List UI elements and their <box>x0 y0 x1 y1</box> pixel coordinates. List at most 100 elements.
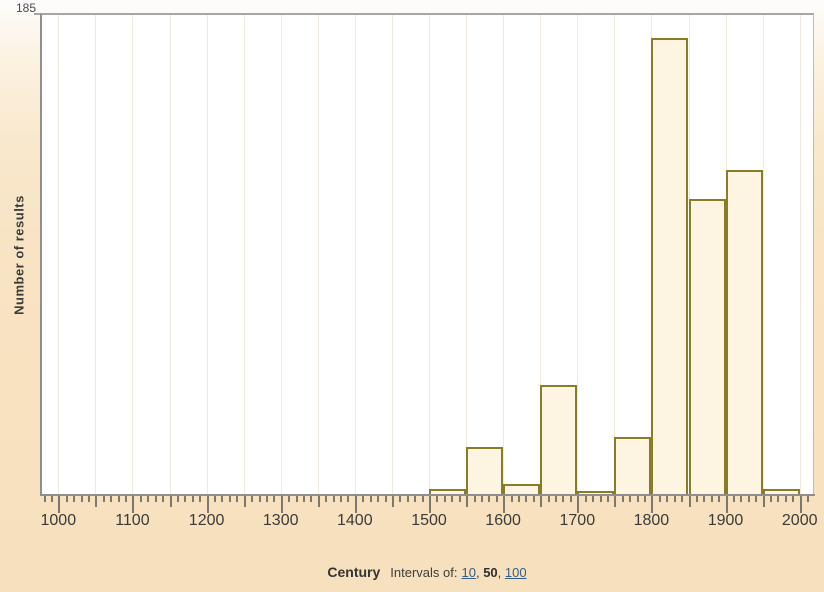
minor-tick <box>458 496 461 502</box>
minor-tick <box>176 496 179 502</box>
minor-tick <box>658 496 661 502</box>
minor-tick <box>621 496 624 502</box>
medium-tick <box>614 496 617 507</box>
minor-tick <box>666 496 669 502</box>
medium-tick <box>169 496 172 507</box>
minor-tick <box>747 496 750 502</box>
histogram-bar-1750[interactable] <box>614 437 652 494</box>
minor-tick <box>50 496 53 502</box>
histogram-bar-1500[interactable] <box>429 488 467 494</box>
x-axis-tick-label: 1700 <box>559 512 596 529</box>
minor-tick <box>288 496 291 502</box>
gridline <box>132 15 134 494</box>
minor-tick <box>65 496 68 502</box>
minor-tick <box>184 496 187 502</box>
minor-tick <box>102 496 105 502</box>
gridline <box>577 15 579 494</box>
minor-tick <box>525 496 528 502</box>
gridline <box>466 15 468 494</box>
minor-tick <box>310 496 313 502</box>
gridline <box>540 15 542 494</box>
minor-tick <box>384 496 387 502</box>
gridline <box>391 15 393 494</box>
interval-option-50: 50 <box>483 565 498 580</box>
minor-tick <box>369 496 372 502</box>
minor-tick <box>295 496 298 502</box>
gridline <box>614 15 616 494</box>
intervals-prefix-label: Intervals of: <box>390 565 458 580</box>
y-axis-max-tick <box>34 13 40 15</box>
histogram-bar-1550[interactable] <box>466 447 504 494</box>
minor-tick <box>273 496 276 502</box>
minor-tick <box>332 496 335 502</box>
x-axis-tick-label: 1200 <box>188 512 225 529</box>
minor-tick <box>154 496 157 502</box>
minor-tick <box>555 496 557 502</box>
minor-tick <box>569 496 572 502</box>
histogram-bar-1700[interactable] <box>577 491 615 494</box>
minor-tick <box>517 496 520 502</box>
minor-tick <box>214 496 216 502</box>
gridline <box>429 15 430 494</box>
gridline <box>280 15 282 494</box>
gridline <box>58 15 60 494</box>
minor-tick <box>347 496 350 502</box>
minor-tick <box>681 496 683 502</box>
minor-tick <box>740 496 743 502</box>
x-axis-tick-label: 1900 <box>707 512 744 529</box>
histogram-bar-1950[interactable] <box>762 488 800 494</box>
minor-tick <box>584 496 587 502</box>
x-axis-tick-label: 1500 <box>411 512 447 529</box>
x-axis-tick-label: 1600 <box>485 512 521 529</box>
minor-tick <box>480 496 483 502</box>
interval-option-100[interactable]: 100 <box>504 565 527 580</box>
minor-tick <box>399 496 402 502</box>
histogram-bar-1850[interactable] <box>688 198 726 494</box>
minor-tick <box>673 496 676 502</box>
gridline <box>206 15 208 494</box>
minor-tick <box>147 496 150 502</box>
minor-tick <box>110 496 113 502</box>
x-axis-title: Century <box>327 564 381 580</box>
minor-tick <box>629 496 632 502</box>
x-axis-tick-label: 1300 <box>262 512 299 529</box>
x-axis-tick-label: 1100 <box>115 512 150 529</box>
histogram-bar-1800[interactable] <box>651 38 689 494</box>
interval-option-10[interactable]: 10 <box>461 565 476 580</box>
minor-tick <box>162 496 165 502</box>
minor-tick <box>792 496 795 502</box>
gridline <box>354 15 356 494</box>
x-axis-line <box>40 494 815 496</box>
gridline <box>799 15 801 494</box>
x-axis-tick-label: 1400 <box>337 512 373 529</box>
gridline <box>503 15 505 494</box>
minor-tick <box>236 496 239 502</box>
major-tick <box>354 496 357 513</box>
minor-tick <box>73 496 76 502</box>
minor-tick <box>599 496 602 502</box>
minor-tick <box>510 496 513 502</box>
medium-tick <box>95 496 98 507</box>
minor-tick <box>199 496 202 502</box>
histogram-bar-1650[interactable] <box>540 385 578 494</box>
minor-tick <box>784 496 787 502</box>
chart-footer: Century Intervals of: 10, 50, 100 <box>327 564 526 580</box>
major-tick <box>429 496 431 513</box>
minor-tick <box>191 496 194 502</box>
minor-tick <box>488 496 491 502</box>
histogram-bar-1900[interactable] <box>725 170 763 494</box>
minor-tick <box>732 496 735 502</box>
minor-tick <box>547 496 550 502</box>
minor-tick <box>636 496 639 502</box>
major-tick <box>503 496 506 513</box>
medium-tick <box>762 496 765 507</box>
minor-tick <box>406 496 409 502</box>
medium-tick <box>391 496 394 507</box>
minor-tick <box>251 496 254 502</box>
interval-options: 10, 50, 100 <box>462 565 527 580</box>
histogram-bar-1600[interactable] <box>503 483 541 494</box>
minor-tick <box>436 496 439 502</box>
minor-tick <box>710 496 713 502</box>
medium-tick <box>688 496 691 507</box>
